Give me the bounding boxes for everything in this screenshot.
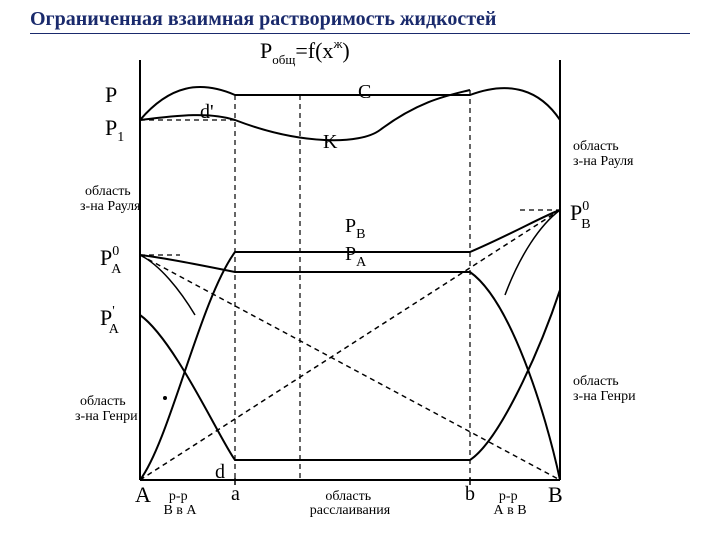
label-PB0: P0B	[570, 199, 591, 232]
henry-a-arc	[140, 255, 195, 315]
dot-henry-left	[163, 396, 167, 400]
region-raoult-left: область з-на Рауля	[80, 184, 141, 214]
label-PA0: P0A	[100, 244, 122, 277]
label-d: d	[215, 461, 225, 483]
region-split: область расслаивания	[310, 489, 391, 518]
label-PA: PA	[345, 243, 367, 270]
raoult-line-a	[140, 255, 560, 480]
region-henry-left: область з-на Генри	[75, 394, 138, 424]
label-dprime: d'	[200, 101, 214, 123]
label-PAprime: P'A	[100, 304, 120, 337]
region-sol-left: р-р В в А	[163, 489, 197, 518]
label-B: B	[548, 482, 563, 507]
diagram-svg: P P1 P0A P'A P0B Pобщ=f(xж) C K d' d PB …	[0, 40, 720, 540]
region-henry-right: область з-на Генри	[573, 374, 636, 404]
region-sol-right: р-р А в В	[493, 489, 526, 518]
label-A: A	[135, 482, 151, 507]
label-P: P	[105, 82, 117, 107]
page-title: Ограниченная взаимная растворимость жидк…	[30, 8, 690, 34]
label-P1: P1	[105, 115, 124, 145]
region-raoult-right: область з-на Рауля	[573, 139, 634, 169]
label-b: b	[465, 483, 475, 505]
henry-curve	[140, 290, 560, 460]
label-PB: PB	[345, 215, 365, 242]
formula: Pобщ=f(xж)	[260, 40, 350, 67]
label-C: C	[358, 81, 371, 103]
label-a: a	[231, 483, 240, 505]
label-K: K	[323, 131, 338, 153]
curve-inner-top	[140, 90, 470, 140]
